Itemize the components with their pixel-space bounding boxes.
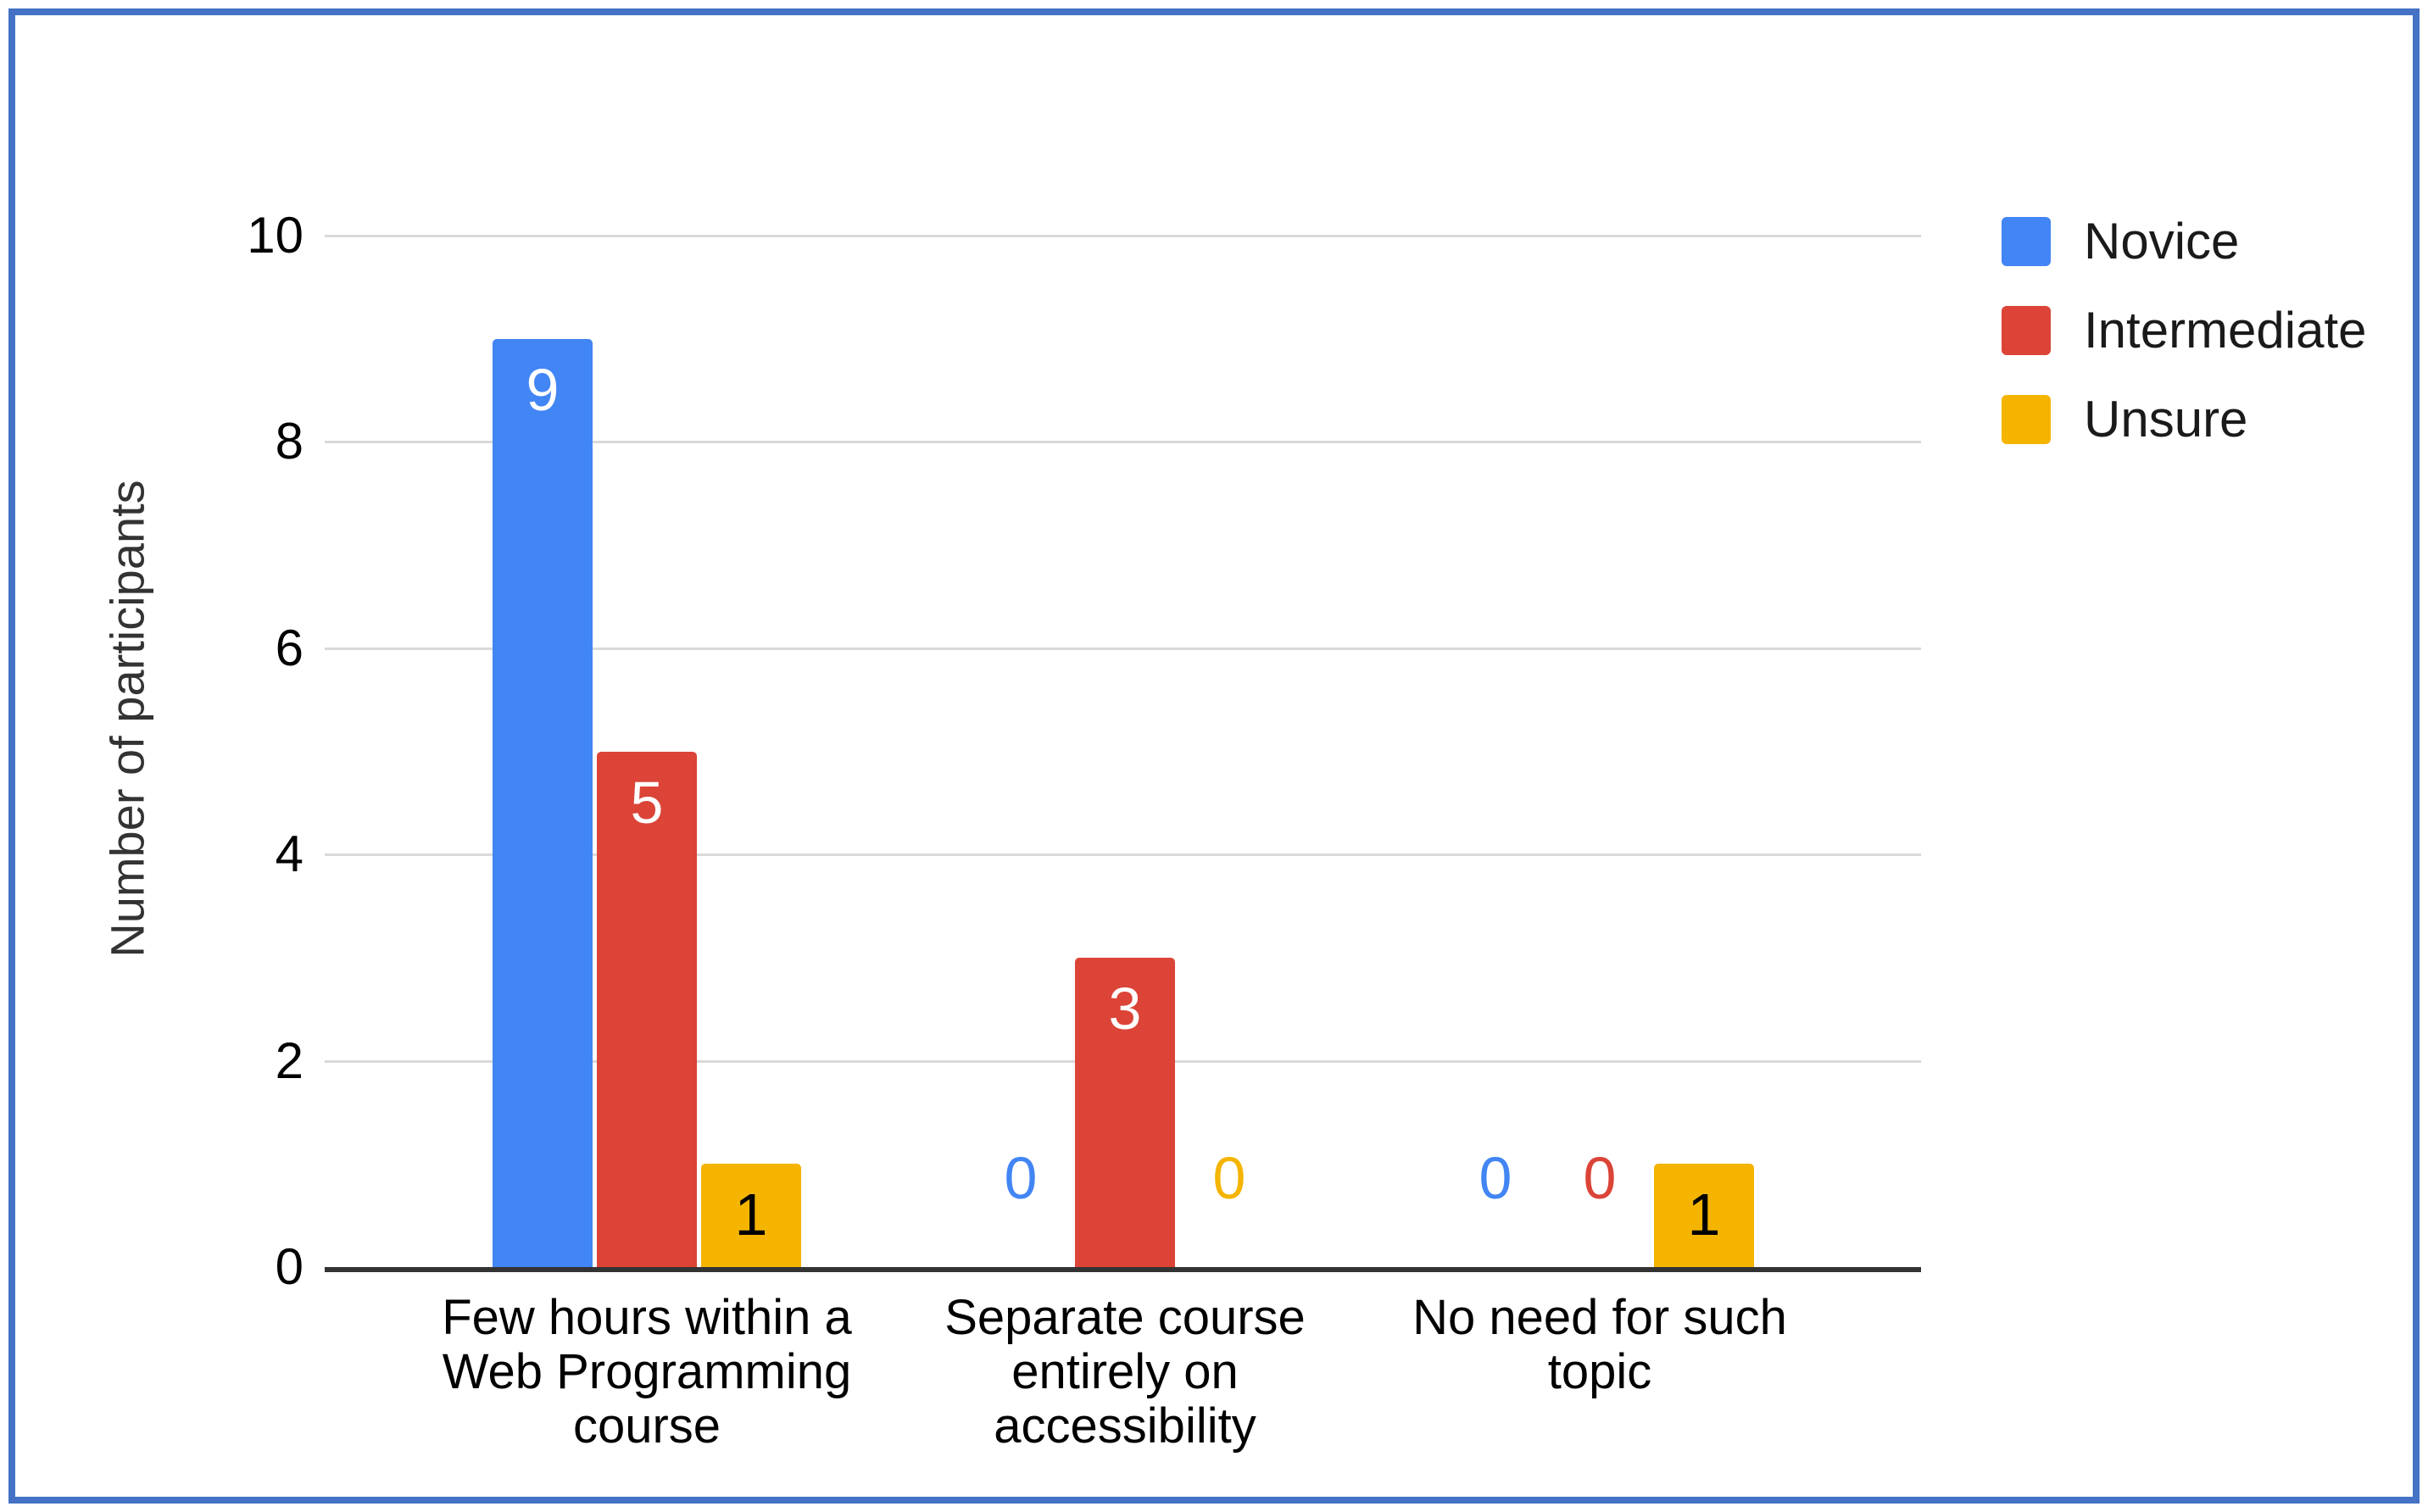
bar-value-label: 0 — [1212, 1145, 1246, 1211]
x-axis-line — [325, 1267, 1921, 1272]
bar-chart: Number of participants 0 2 4 6 8 10 9 0 0 5 3 0 1 0 1 F… — [15, 15, 2413, 1497]
y-tick-label: 0 — [275, 1238, 304, 1295]
bar-value-label: 0 — [1479, 1145, 1512, 1211]
legend-label: Unsure — [2084, 391, 2248, 447]
gridline — [325, 235, 1921, 237]
bar-unsure — [1654, 1164, 1754, 1267]
bar-value-label: 0 — [1583, 1145, 1617, 1211]
legend-swatch — [2002, 306, 2051, 355]
bar-intermediate — [597, 751, 697, 1267]
y-tick-label: 6 — [275, 619, 304, 676]
gridline — [325, 441, 1921, 444]
y-tick-label: 10 — [247, 207, 304, 264]
legend-label: Novice — [2084, 213, 2240, 270]
legend-swatch — [2002, 217, 2051, 266]
y-axis-title: Number of participants — [100, 480, 154, 958]
legend-swatch — [2002, 395, 2051, 444]
gridline — [325, 853, 1921, 857]
gridline — [325, 647, 1921, 650]
bar-intermediate — [1075, 957, 1175, 1267]
chart-frame: Number of participants 0 2 4 6 8 10 9 0 0 5 3 0 1 0 1 F… — [8, 8, 2420, 1504]
y-tick-label: 4 — [275, 825, 304, 883]
legend-label: Intermediate — [2084, 302, 2367, 359]
y-tick-label: 8 — [275, 413, 304, 470]
x-category-label: Separate course entirely on accessibilit… — [944, 1290, 1306, 1454]
bar-novice — [493, 338, 593, 1267]
bar-value-label: 0 — [1004, 1145, 1038, 1211]
bar-value-label: 9 — [526, 356, 560, 423]
bar-value-label: 3 — [1108, 975, 1142, 1042]
bar-value-label: 1 — [1687, 1181, 1721, 1248]
bar-unsure — [701, 1164, 801, 1267]
y-tick-label: 2 — [275, 1031, 304, 1089]
x-category-label: Few hours within a Web Programming cours… — [442, 1290, 852, 1454]
x-category-label: No need for such topic — [1412, 1290, 1787, 1399]
bar-value-label: 5 — [630, 769, 664, 836]
bar-value-label: 1 — [734, 1181, 768, 1248]
